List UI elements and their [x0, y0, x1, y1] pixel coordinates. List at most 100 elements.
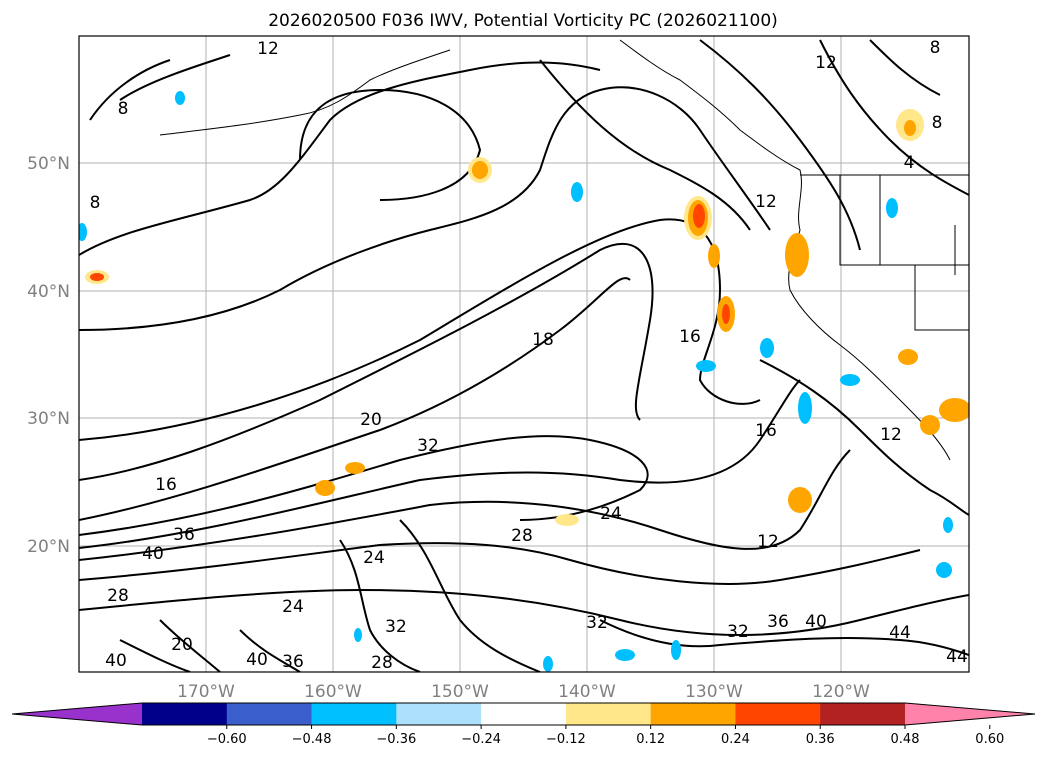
pv-negative-patch [543, 656, 553, 672]
pv-negative-patch [615, 649, 635, 661]
contour-label: 18 [532, 330, 554, 350]
contour-line [89, 54, 231, 121]
pv-positive-patch [693, 204, 705, 228]
colorbar-tick-label: −0.36 [376, 732, 416, 747]
contour-label: 36 [282, 652, 304, 672]
colorbar-extend-min [12, 703, 142, 725]
contour-line [399, 519, 541, 672]
contour-line [79, 449, 851, 561]
map-title: 2026020500 F036 IWV, Potential Vorticity… [268, 11, 778, 31]
colorbar-bin [396, 703, 482, 725]
colorbar-extend-max [905, 703, 1035, 725]
pv-positive-patch [708, 244, 720, 268]
contour-label: 24 [282, 597, 304, 617]
colorbar-bin [311, 703, 397, 725]
pv-positive-patch [472, 161, 488, 179]
contour-line [339, 539, 421, 672]
colorbar-tick-label: −0.12 [546, 732, 586, 747]
pv-positive-patch [315, 480, 335, 496]
contour-label: 20 [360, 410, 382, 430]
contour-label: 16 [755, 421, 777, 441]
contour-line [79, 542, 921, 585]
contour-label: 40 [105, 651, 127, 671]
colorbar-tick-label: 0.12 [636, 732, 665, 747]
contour-line [79, 86, 771, 331]
pv-negative-patch [175, 91, 185, 105]
pv-positive-patch [555, 514, 579, 526]
pv-negative-patch [79, 223, 87, 241]
contour-line [79, 277, 631, 521]
lon-label-140w: 140°W [558, 682, 616, 702]
pv-negative-patch [571, 182, 583, 202]
colorbar-bin [142, 703, 228, 725]
pv-negative-patch [760, 338, 774, 358]
contour-line [599, 619, 969, 656]
pv-negative-patch [936, 562, 952, 578]
latitude-labels: 50°N 40°N 30°N 20°N [27, 154, 70, 557]
contour-label: 32 [417, 436, 439, 456]
colorbar-bin [650, 703, 736, 725]
contour-line [119, 619, 301, 672]
lon-label-120w: 120°W [812, 682, 870, 702]
contour-label: 40 [805, 612, 827, 632]
contour-line [79, 435, 649, 536]
contour-label: 44 [946, 647, 968, 667]
contour-label: 8 [932, 113, 943, 133]
pv-positive-patch [345, 462, 365, 474]
coastlines [159, 39, 969, 461]
pv-negative-patch [886, 198, 898, 218]
contour-label: 28 [511, 526, 533, 546]
pv-positive-patch [90, 273, 104, 281]
pv-positive-patch [722, 304, 730, 324]
pv-shading [79, 91, 969, 672]
colorbar-bin [735, 703, 821, 725]
map-background [79, 36, 969, 672]
contour-line [79, 218, 761, 441]
pv-positive-patch [904, 120, 916, 136]
contour-label: 16 [679, 327, 701, 347]
map-panel: 12 8 8 12 8 8 4 12 16 18 20 32 16 36 40 … [78, 35, 970, 673]
pv-negative-patch [696, 360, 716, 372]
contour-label: 8 [118, 99, 129, 119]
lon-label-170w: 170°W [177, 682, 235, 702]
colorbar-tick-label: 0.60 [975, 732, 1004, 747]
contour-label: 36 [173, 525, 195, 545]
colorbar-tick-label: 0.36 [806, 732, 835, 747]
contour-line [79, 243, 654, 481]
aleutians [159, 49, 451, 136]
state-borders [800, 174, 969, 331]
contour-labels: 12 8 8 12 8 8 4 12 16 18 20 32 16 36 40 … [90, 38, 968, 673]
contour-label: 12 [880, 425, 902, 445]
contour-label: 40 [246, 650, 268, 670]
colorbar-bin [565, 703, 652, 725]
contour-line [819, 39, 969, 196]
pv-positive-patch [920, 415, 940, 435]
contour-label: 12 [755, 192, 777, 212]
iwv-contours [79, 39, 969, 672]
colorbar-tick-label: −0.60 [207, 732, 247, 747]
map-frame [78, 35, 970, 673]
contour-line [79, 61, 601, 256]
contour-line [79, 588, 969, 636]
contour-label: 36 [767, 612, 789, 632]
contour-label: 28 [371, 653, 393, 673]
lon-label-150w: 150°W [431, 682, 489, 702]
contour-label: 8 [90, 193, 101, 213]
lat-label-20n: 20°N [27, 537, 70, 557]
colorbar-bin [481, 703, 567, 725]
contour-label: 8 [930, 38, 941, 58]
contour-label: 12 [257, 39, 279, 59]
pv-negative-patch [943, 517, 953, 533]
lat-label-30n: 30°N [27, 409, 70, 429]
contour-label: 32 [385, 617, 407, 637]
colorbar-outline [11, 702, 1036, 726]
pv-negative-patch [671, 640, 681, 660]
colorbar-tick-label: 0.48 [891, 732, 920, 747]
contour-label: 24 [363, 548, 385, 568]
contour-label: 32 [586, 613, 608, 633]
colorbar-tick-label: −0.48 [292, 732, 332, 747]
contour-line [79, 379, 801, 549]
pv-positive-patch [898, 349, 918, 365]
pv-negative-patch [798, 392, 812, 424]
